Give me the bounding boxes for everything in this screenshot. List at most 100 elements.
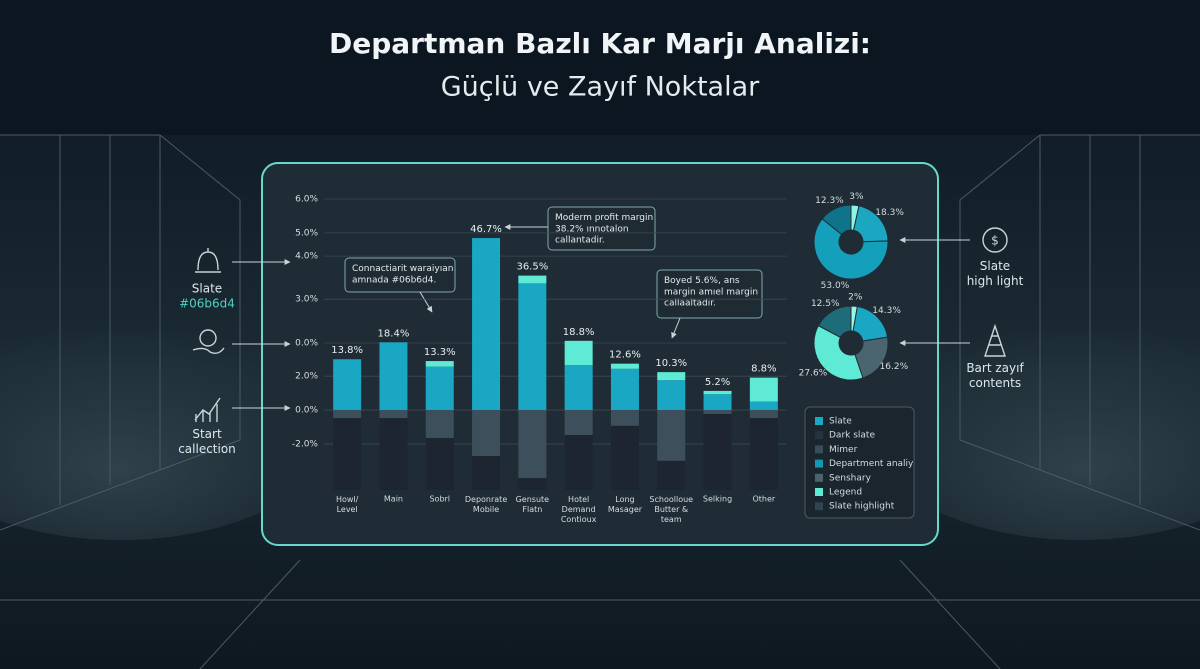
pie-slice [821, 204, 852, 236]
x-tick-label: Main [384, 495, 403, 504]
bar-segment [472, 238, 501, 411]
value-label: 5.2% [705, 377, 730, 388]
bar-segment [564, 435, 593, 490]
bar-segment [518, 478, 547, 490]
value-label: 36.5% [516, 262, 548, 273]
side-label: Start callection [178, 427, 236, 456]
bar-segment [425, 361, 454, 367]
bar-segment [657, 460, 686, 490]
pie-slice [813, 324, 864, 381]
pie-slice [817, 305, 852, 339]
legend-label: Slate [829, 417, 852, 427]
annotation-arrow [419, 291, 433, 313]
pie-label: 12.5% [811, 299, 840, 309]
annotation-box [547, 206, 656, 251]
legend-label: Senshary [829, 473, 872, 483]
bar-segment [610, 368, 639, 411]
title: Departman Bazlı Kar Marjı Analizi: [329, 27, 871, 60]
cone-icon [984, 323, 1006, 357]
bar-segment [564, 365, 593, 411]
room-lines [0, 134, 1200, 669]
pie-label: 27.6% [799, 368, 828, 378]
y-tick-label: -2.0% [292, 439, 319, 449]
bar-segment [472, 410, 501, 457]
legend-swatch [815, 502, 823, 511]
bar-segment [472, 456, 501, 490]
bar-segment [749, 418, 778, 490]
value-label: 13.8% [331, 345, 363, 356]
x-tick-label: Hotel Demand Contioux [561, 495, 597, 524]
bar-segment [518, 283, 547, 411]
dollar-icon [982, 227, 1008, 253]
side-label: Slate [192, 282, 222, 296]
x-tick-label: Schoolloue Butter & team [649, 495, 693, 524]
bar-segment [657, 380, 686, 411]
bar-segment [518, 410, 547, 479]
pie-label: 2% [848, 293, 863, 303]
legend-swatch [815, 488, 823, 496]
pie-label: 3% [849, 192, 864, 202]
bar-segment [703, 390, 732, 395]
pie-label: 14.3% [872, 306, 901, 316]
pie-label: 53.0% [821, 281, 850, 291]
value-label: 18.8% [563, 327, 595, 338]
bar-segment [703, 414, 732, 490]
header-band [0, 0, 1200, 135]
legend-swatch [815, 417, 823, 425]
x-tick-label: Selking [703, 495, 732, 504]
value-label: 13.3% [424, 347, 456, 358]
dollar-sign: $ [991, 234, 999, 248]
bar-segment [610, 410, 639, 426]
annotation-box [344, 257, 456, 293]
bell-icon [195, 248, 221, 273]
y-tick-label: 6.0% [295, 195, 318, 205]
legend-swatch [815, 431, 823, 440]
annotation: Boyed 5.6%, ans margin amıel margin callaa… [664, 276, 758, 309]
y-tick-label: 0.0% [295, 406, 318, 416]
x-tick-label: Howl/Level [336, 495, 359, 514]
bar-segment [749, 377, 778, 402]
bar-segment [425, 438, 454, 490]
y-tick-label: 2.0% [295, 372, 318, 382]
legend-swatch [815, 459, 823, 468]
bar-segment [610, 425, 639, 490]
hand-icon [192, 347, 225, 355]
pie-label: 16.2% [880, 362, 909, 372]
annotation: Moderm profit margin 38.2% ınnotalon calla… [555, 213, 653, 246]
bar-segment [657, 410, 686, 461]
value-label: 8.8% [751, 364, 776, 375]
x-tick-label: Sobrl [429, 495, 450, 504]
legend-label: Slate highlight [829, 502, 895, 512]
bar-segment [703, 394, 732, 411]
value-label: 18.4% [378, 328, 410, 339]
bar-segment [657, 372, 686, 381]
pie-slice [854, 336, 889, 379]
bar-segment [425, 410, 454, 439]
value-label: 12.6% [609, 350, 641, 361]
bar-segment [379, 418, 408, 490]
side-label: #06b6d4 [179, 297, 235, 311]
bar-segment [333, 410, 362, 419]
side-label: Bart zayıf contents [966, 361, 1024, 390]
pie-slice [813, 218, 889, 280]
bar-segment [564, 340, 593, 366]
fog [0, 300, 340, 540]
legend-label: Legend [829, 488, 862, 498]
pie-label: 18.3% [875, 208, 904, 218]
bar-segment [610, 363, 639, 369]
bar-segment [749, 410, 778, 419]
dollar-icon [199, 329, 217, 347]
bar-segment [333, 359, 362, 411]
legend-swatch [815, 445, 823, 454]
y-tick-label: 0.0% [295, 339, 318, 349]
annotation-box [656, 269, 763, 319]
pie-label: 12.3% [815, 196, 844, 206]
annotation: Connactiarit waraiyıan amnada #06b6d4. [352, 264, 453, 285]
bar-segment [564, 410, 593, 436]
x-tick-label: Deponrate Mobile [465, 495, 507, 514]
bar-segment [518, 275, 547, 284]
subtitle: Güçlü ve Zayıf Noktalar [441, 72, 760, 103]
x-tick-label: Long Masager [608, 495, 643, 514]
chart-icon [194, 397, 221, 422]
x-tick-label: Other [752, 495, 775, 504]
